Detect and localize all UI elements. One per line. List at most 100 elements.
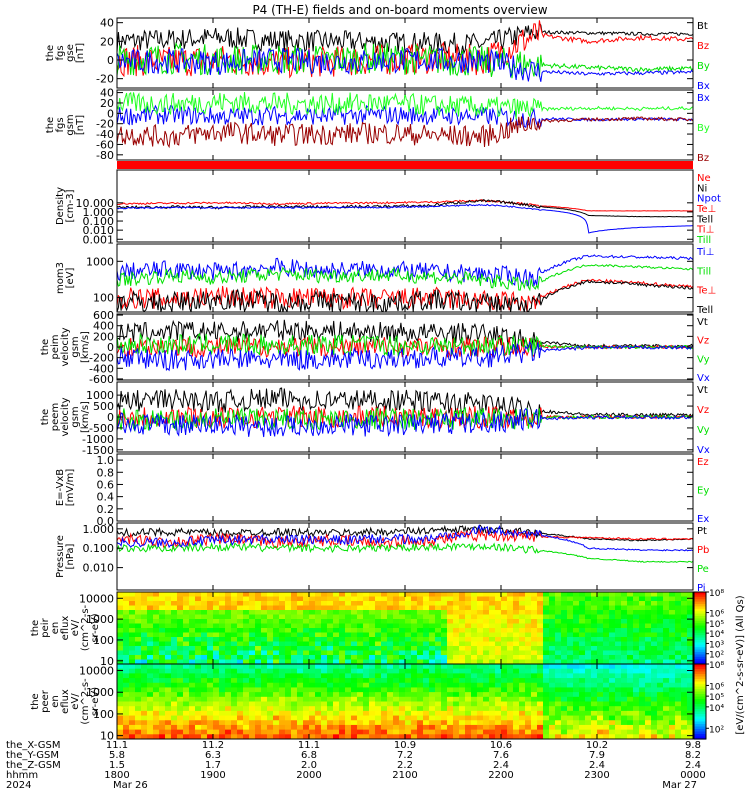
y-tick-label: 400 bbox=[93, 320, 114, 333]
x-row-label: 2024 bbox=[6, 780, 31, 791]
legend-pb: Pb bbox=[697, 545, 709, 556]
y-axis-label: gsm bbox=[65, 114, 76, 135]
series-fgs_gse-bt bbox=[117, 22, 693, 56]
colorbar-tick: 10⁴ bbox=[709, 630, 724, 640]
y-axis-label: the bbox=[45, 117, 56, 133]
series-peem_velocity-vt bbox=[117, 387, 693, 423]
legend-bt: Bt bbox=[697, 21, 708, 32]
y-tick-label: 0.100 bbox=[83, 215, 115, 228]
legend-till: Till bbox=[696, 266, 711, 277]
x-tick-value: 2.4 bbox=[685, 760, 701, 771]
y-tick-label: 1000 bbox=[86, 389, 114, 402]
plot-area bbox=[117, 523, 693, 563]
series-temperature-ti⊥ bbox=[117, 254, 693, 287]
y-axis-label: the bbox=[40, 339, 51, 355]
x-tick-value: 7.6 bbox=[493, 750, 509, 761]
panel-pressure: 1.000 0.100 0.010 Pressure [nPa] Pt Pb Pe Pi bbox=[55, 522, 709, 594]
y-tick-label: 40 bbox=[100, 87, 114, 100]
legend-bx: Bx bbox=[697, 81, 710, 92]
x-tick-value: 2300 bbox=[584, 770, 609, 781]
y-tick-label: 1.000 bbox=[83, 206, 115, 219]
plot-area bbox=[117, 319, 693, 372]
spectrogram-image bbox=[117, 664, 693, 739]
y-axis-label: gsm bbox=[70, 336, 81, 357]
legend-till: Till bbox=[696, 235, 711, 246]
y-tick-label: 20 bbox=[100, 35, 114, 48]
series-peem_velocity-vy bbox=[117, 406, 693, 433]
legend-by: By bbox=[697, 123, 710, 134]
legend-vt: Vt bbox=[697, 317, 708, 328]
legend-by: By bbox=[697, 61, 710, 72]
y-axis-label: en bbox=[50, 622, 61, 635]
panel-temperature: 1000 100 mom3 [eV] Ti⊥ Till Te⊥ Tell bbox=[55, 243, 716, 316]
x-tick-value: 2.4 bbox=[493, 760, 509, 771]
y-tick-label: 1000 bbox=[86, 255, 114, 268]
y-tick-label: 100 bbox=[93, 292, 114, 305]
series-fgs_gse-by bbox=[117, 41, 693, 79]
y-tick-label: 10000 bbox=[79, 592, 114, 605]
series-temperature-te⊥ bbox=[117, 278, 693, 312]
status-bar bbox=[117, 161, 693, 169]
y-axis-label: the bbox=[40, 409, 51, 425]
x-tick-value: 2.2 bbox=[397, 760, 413, 771]
legend-vy: Vy bbox=[697, 354, 710, 365]
y-tick-label: 0.0 bbox=[97, 515, 115, 528]
legend-vx: Vx bbox=[697, 373, 710, 384]
panel-efield: 1.00.80.60.40.20.0 E=-VxB [mV/m] Ez Ey Ex bbox=[55, 453, 709, 528]
y-axis-label: peir bbox=[40, 617, 51, 637]
spectrogram-image bbox=[117, 592, 693, 664]
y-axis-label: eV/ bbox=[70, 693, 81, 710]
y-axis-label: Pressure bbox=[55, 535, 66, 578]
panel-peir_spectrogram: 10000 1000 100 10 the peir en eflux eV/(cm^2-s-s… bbox=[30, 591, 694, 668]
plot-area bbox=[117, 91, 693, 149]
y-tick-label: 200 bbox=[93, 330, 114, 343]
x-tick-value: Mar 26 bbox=[113, 780, 148, 791]
legend-ti⊥: Ti⊥ bbox=[696, 247, 714, 258]
y-tick-label: 0.100 bbox=[83, 542, 115, 555]
colorbar-tick: 10⁵ bbox=[709, 693, 724, 703]
panel-fgs_gse: 40 20 0 -20 the fgs gse [nT] Bt Bz By Bx bbox=[45, 17, 710, 92]
y-tick-label: -1500 bbox=[82, 444, 114, 457]
x-tick-value: 10.6 bbox=[490, 740, 512, 751]
x-tick-value: 2200 bbox=[488, 770, 513, 781]
y-axis-label: [km/s] bbox=[80, 331, 91, 363]
series-fgs_gse-bx bbox=[117, 46, 693, 82]
x-row-label: the_X-GSM bbox=[6, 740, 60, 751]
y-tick-label: -1000 bbox=[82, 433, 114, 446]
y-tick-label: 1.000 bbox=[83, 523, 115, 536]
legend-tell: Tell bbox=[696, 214, 713, 225]
y-axis-label: eflux bbox=[60, 616, 71, 641]
y-axis-label: [nT] bbox=[75, 43, 86, 63]
y-tick-label: -60 bbox=[96, 138, 114, 151]
y-tick-label: 1000 bbox=[86, 613, 114, 626]
x-row-label: the_Y-GSM bbox=[6, 750, 59, 761]
legend-vz: Vz bbox=[697, 405, 709, 416]
colorbar-tick: 10⁶ bbox=[709, 682, 724, 692]
y-tick-label: 0 bbox=[107, 107, 114, 120]
colorbar-tick: 10² bbox=[709, 651, 724, 661]
series-fgs_gsm-by bbox=[117, 91, 693, 120]
legend-vt: Vt bbox=[697, 385, 708, 396]
x-tick-value: 11.2 bbox=[202, 740, 224, 751]
x-tick-value: 11.1 bbox=[298, 740, 320, 751]
figure-title: P4 (TH-E) fields and on-board moments ov… bbox=[252, 3, 547, 17]
x-row-label: the_Z-GSM bbox=[6, 760, 61, 771]
series-peim_velocity-vy bbox=[117, 332, 693, 357]
y-axis-label: [cm-3] bbox=[65, 189, 76, 222]
legend-te⊥: Te⊥ bbox=[696, 286, 716, 297]
plot-area bbox=[117, 254, 693, 312]
y-axis-label: [km/s] bbox=[80, 401, 91, 433]
colorbar-tick: 10⁵ bbox=[709, 620, 724, 630]
x-tick-value: 9.8 bbox=[685, 740, 701, 751]
x-tick-value: 2.0 bbox=[301, 760, 317, 771]
series-peem_velocity-vx bbox=[117, 407, 693, 438]
panel-frame bbox=[116, 89, 694, 161]
y-tick-label: -40 bbox=[96, 128, 114, 141]
y-tick-label: 10 bbox=[100, 655, 114, 668]
series-density-ne bbox=[117, 199, 693, 212]
legend-vz: Vz bbox=[697, 336, 709, 347]
legend-vx: Vx bbox=[697, 445, 710, 456]
